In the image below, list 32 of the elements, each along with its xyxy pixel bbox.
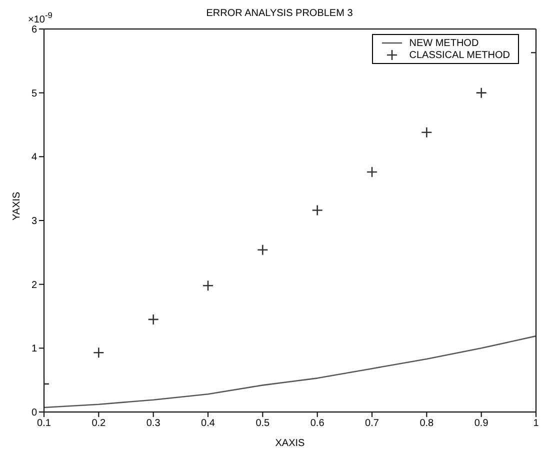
y-axis-title: YAXIS [12,191,23,220]
y-tick-label: 3 [31,216,38,228]
point [421,126,432,138]
legend-label: CLASSICAL METHOD [409,50,510,60]
point [148,314,159,326]
x-tick-label: 0.4 [201,418,216,430]
x-tick-label: 0.1 [37,418,52,430]
x-axis-title: XAXIS [275,438,306,449]
line-series [44,335,536,408]
legend-label: NEW METHOD [409,38,479,48]
x-tick-label: 0.6 [310,418,325,430]
y-tick-label: 5 [31,88,38,100]
x-tick-label: 0.9 [474,418,489,430]
x-tick-label: 0.2 [92,418,106,430]
y-tick-label: 1 [31,344,38,355]
point [312,204,323,216]
x-tick-label: 0.3 [146,418,161,430]
x-tick-label: 1 [533,418,540,430]
y-tick-label: 2 [31,280,38,291]
point [202,280,214,292]
point [257,244,268,256]
point [476,87,487,98]
chart-title: ERROR ANALYSIS PROBLEM 3 [206,8,353,19]
x-tick-label: 0.8 [420,418,434,430]
y-tick-label: 6 [31,24,38,36]
text: ×10$^{-9}$ [28,10,52,26]
x-tick-label: 0.5 [256,418,270,430]
x-tick-label: 0.7 [365,418,380,430]
y-tick-label: 4 [31,152,38,164]
point [366,166,378,178]
point [93,346,104,358]
y-tick-label: 0 [31,408,38,419]
